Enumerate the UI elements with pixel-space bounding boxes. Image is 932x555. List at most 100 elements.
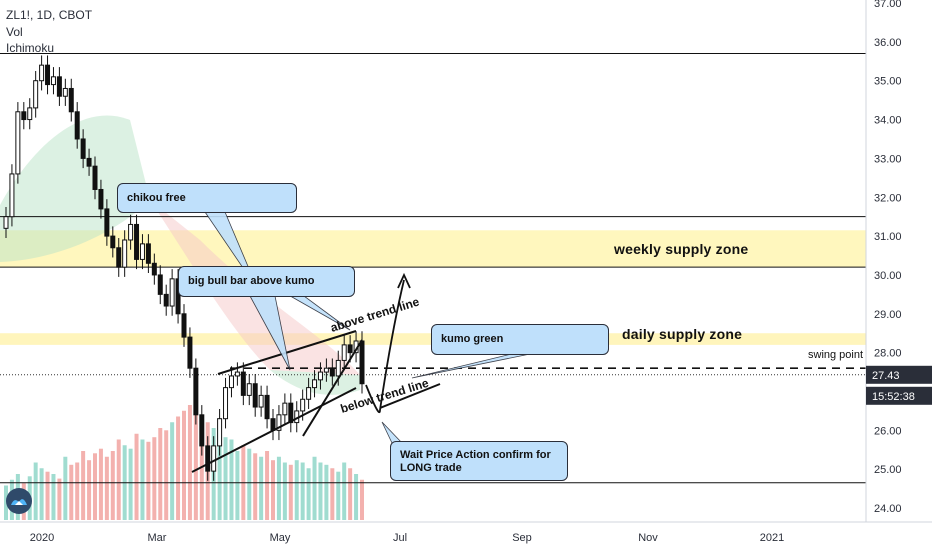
candle-body xyxy=(223,387,229,420)
y-tick-label: 32.00 xyxy=(874,192,902,204)
candle-body xyxy=(39,64,45,82)
candle-body xyxy=(341,344,347,361)
candle-body xyxy=(110,235,116,249)
projection-arrow-head xyxy=(397,272,411,289)
volume-bar xyxy=(69,464,74,520)
volume-indicator-label[interactable]: Vol xyxy=(6,25,23,39)
volume-bar xyxy=(158,428,163,520)
tradingview-logo-icon[interactable] xyxy=(6,488,32,514)
symbol-title[interactable]: ZL1!, 1D, CBOT xyxy=(6,8,93,22)
above-trend-line-label: above trend line xyxy=(329,294,421,334)
y-tick-label: 28.00 xyxy=(874,348,902,360)
callout-pointer-wait xyxy=(381,421,403,444)
y-tick-label: 31.00 xyxy=(874,231,902,243)
candle-body xyxy=(205,445,211,472)
candle-body xyxy=(276,414,282,431)
candle-body xyxy=(264,394,270,420)
volume-bar xyxy=(253,453,258,520)
volume-bar xyxy=(110,451,115,520)
candle-body xyxy=(128,223,134,241)
volume-bar xyxy=(223,437,228,520)
callout-wait-price-action: Wait Price Action confirm for LONG trade xyxy=(390,441,568,481)
candle-body xyxy=(21,111,27,121)
volume-bar xyxy=(306,468,311,520)
candle-body xyxy=(68,87,74,113)
candle-body xyxy=(228,375,234,389)
candle-body xyxy=(329,367,335,377)
candle-body xyxy=(169,278,175,307)
countdown-tag-text: 15:52:38 xyxy=(872,391,915,403)
volume-bar xyxy=(348,468,353,520)
candle-body xyxy=(9,173,15,218)
kumo-cloud-green xyxy=(0,115,150,262)
ichimoku-indicator-label[interactable]: Ichimoku xyxy=(6,41,55,55)
volume-bar xyxy=(152,437,157,520)
upper-trend-line xyxy=(217,330,357,375)
x-tick-label: Jul xyxy=(393,532,407,544)
volume-bar xyxy=(282,462,287,520)
candle-body xyxy=(139,243,145,260)
x-tick-label: Sep xyxy=(512,532,532,544)
candle-body xyxy=(240,371,246,396)
volume-bar xyxy=(312,456,317,520)
candle-body xyxy=(50,76,56,86)
candle-body xyxy=(27,107,33,121)
volume-bar xyxy=(51,474,56,520)
volume-bar xyxy=(146,441,151,520)
candle-body xyxy=(323,367,329,373)
callout-chikou-free: chikou free xyxy=(117,183,297,213)
volume-bar xyxy=(294,460,299,520)
candle-body xyxy=(145,243,151,264)
volume-bar xyxy=(104,456,109,520)
lower-trend-line-extension xyxy=(379,383,441,409)
projection-arrow-path xyxy=(365,279,405,414)
volume-bar xyxy=(354,474,359,520)
candle-body xyxy=(306,387,312,400)
volume-bar xyxy=(199,418,204,520)
candle-body xyxy=(134,223,140,260)
callout-big-bull-bar: big bull bar above kumo xyxy=(178,266,355,297)
y-tick-label: 26.00 xyxy=(874,425,902,437)
volume-bar xyxy=(170,422,175,520)
volume-bar xyxy=(93,453,97,520)
volume-bar xyxy=(229,439,234,520)
swing-point-label: swing point xyxy=(808,349,864,361)
candle-body xyxy=(258,394,264,408)
candle-body xyxy=(15,111,21,175)
candle-body xyxy=(62,87,68,97)
candle-body xyxy=(270,418,276,431)
weekly-supply-zone-label: weekly supply zone xyxy=(614,241,749,257)
x-tick-label: Nov xyxy=(638,532,658,544)
volume-bar xyxy=(45,471,50,520)
candle-body xyxy=(3,216,9,229)
volume-bar xyxy=(176,416,181,520)
volume-bar xyxy=(134,433,139,520)
volume-bar xyxy=(217,433,222,520)
volume-bar xyxy=(182,410,186,520)
y-tick-label: 35.00 xyxy=(874,76,902,88)
lower-trend-line xyxy=(191,387,357,473)
kumo-cloud-red xyxy=(150,200,360,375)
candle-body xyxy=(98,188,104,210)
candle-body xyxy=(74,111,80,140)
volume-bar xyxy=(247,448,252,520)
steep-trend-line xyxy=(302,339,363,437)
candle-body xyxy=(312,379,318,389)
candle-body xyxy=(347,344,353,354)
volume-bar xyxy=(116,439,121,520)
candle-body xyxy=(92,165,98,190)
candle-body xyxy=(359,340,365,385)
volume-bar xyxy=(75,462,80,520)
volume-bar xyxy=(164,430,169,520)
candle-body xyxy=(181,313,187,338)
candle-body xyxy=(80,138,86,159)
y-tick-label: 34.00 xyxy=(874,115,902,127)
candle-body xyxy=(104,208,110,237)
candle-body xyxy=(335,359,341,377)
candle-body xyxy=(199,414,205,447)
y-tick-label: 29.00 xyxy=(874,309,902,321)
candle-body xyxy=(116,247,122,268)
candle-body xyxy=(187,336,193,369)
volume-bar xyxy=(33,462,38,520)
candle-body xyxy=(282,402,288,416)
